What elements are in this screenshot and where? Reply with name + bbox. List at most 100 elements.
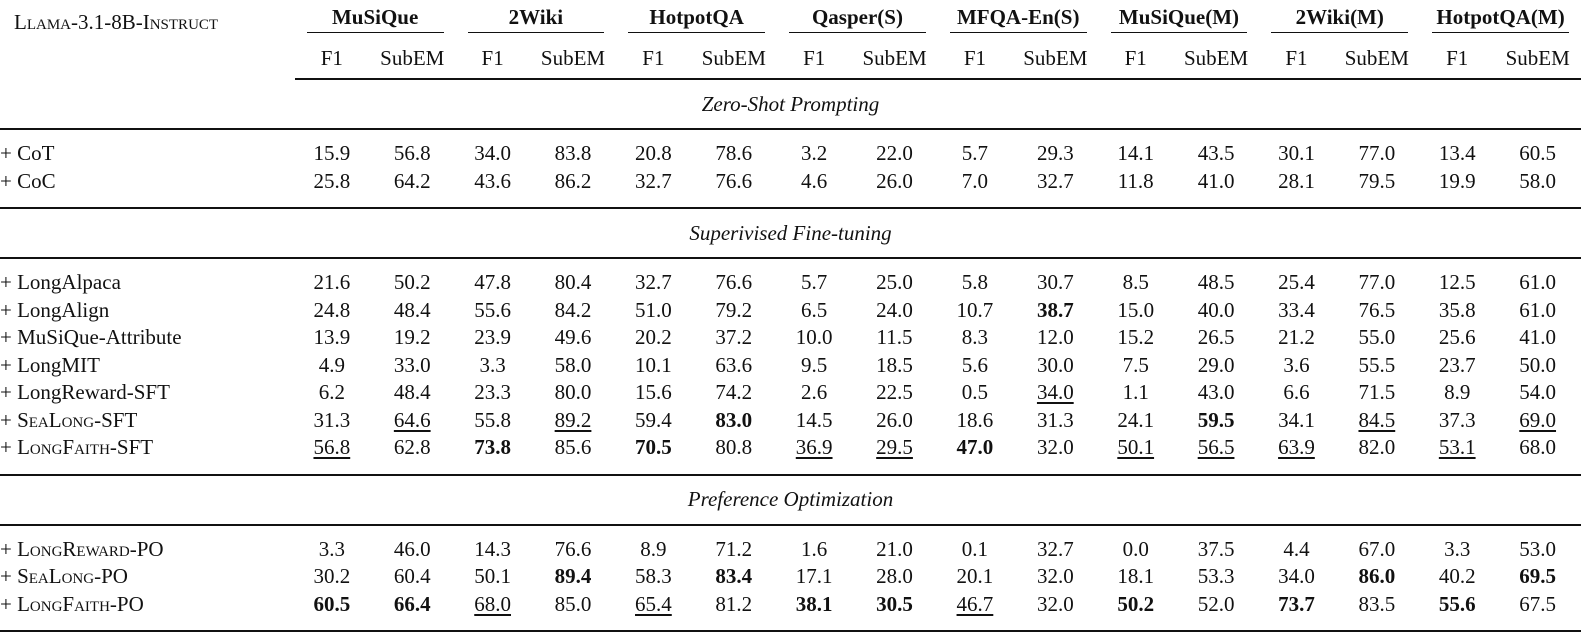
section-rule xyxy=(0,195,1581,209)
score-cell: 46.0 xyxy=(393,536,431,561)
score-cell: 34.0 xyxy=(1036,380,1074,405)
score-cell: 76.5 xyxy=(1358,297,1396,322)
score-cell: 62.8 xyxy=(393,435,431,460)
score-cell: 55.6 xyxy=(1438,591,1476,616)
score-cell: 21.6 xyxy=(313,270,351,295)
dataset-name: Qasper(S) xyxy=(811,5,903,29)
table-row: + LongAlign 24.8 48.4 55.6 84.2 51.0 79.2 6.5 24… xyxy=(0,297,1581,325)
score-cell: 47.8 xyxy=(474,270,511,295)
score-cell: 26.0 xyxy=(876,407,913,432)
dataset-rule xyxy=(467,32,605,33)
dataset-header: HotpotQA xyxy=(616,0,777,38)
score-cell: 28.0 xyxy=(876,564,913,589)
score-cell: 19.2 xyxy=(393,325,431,350)
metric-header: F1 xyxy=(937,38,1013,80)
score-cell: 3.3 xyxy=(1444,536,1471,561)
score-cell: 79.5 xyxy=(1358,168,1396,193)
score-cell: 32.7 xyxy=(635,270,672,295)
method-label: + LongAlpaca xyxy=(0,270,121,295)
score-cell: 15.2 xyxy=(1117,325,1155,350)
score-cell: 14.1 xyxy=(1117,141,1155,166)
score-cell: 58.0 xyxy=(1519,168,1557,193)
score-cell: 60.5 xyxy=(1519,141,1557,166)
score-cell: 23.9 xyxy=(474,325,511,350)
section-end-row xyxy=(0,195,1581,209)
score-cell: 55.8 xyxy=(474,407,511,432)
score-cell: 56.8 xyxy=(313,435,351,460)
dataset-name: MuSiQue(M) xyxy=(1118,5,1240,29)
score-cell: 0.5 xyxy=(961,380,989,405)
metric-header: SubEM xyxy=(1012,38,1099,80)
score-cell: 4.4 xyxy=(1283,536,1310,561)
score-cell: 18.6 xyxy=(956,407,994,432)
score-cell: 10.0 xyxy=(795,325,833,350)
score-cell: 48.4 xyxy=(393,297,431,322)
dataset-rule xyxy=(306,32,444,33)
score-cell: 47.0 xyxy=(956,435,994,460)
table-row: + LongReward-SFT 6.2 48.4 23.3 80.0 15.6 74.2 2… xyxy=(0,379,1581,407)
score-cell: 76.6 xyxy=(715,168,753,193)
dataset-name: HotpotQA xyxy=(649,5,744,29)
score-cell: 74.2 xyxy=(715,380,753,405)
score-cell: 32.7 xyxy=(1036,168,1074,193)
score-cell: 21.2 xyxy=(1278,325,1315,350)
score-cell: 53.3 xyxy=(1197,564,1235,589)
score-cell: 13.4 xyxy=(1438,141,1476,166)
score-cell: 30.1 xyxy=(1278,141,1315,166)
score-cell: 9.5 xyxy=(801,352,828,377)
score-cell: 53.1 xyxy=(1438,435,1476,460)
score-cell: 21.0 xyxy=(876,536,913,561)
score-cell: 38.1 xyxy=(795,591,833,616)
score-cell: 5.6 xyxy=(961,352,989,377)
score-cell: 55.5 xyxy=(1358,352,1396,377)
score-cell: 4.6 xyxy=(801,168,828,193)
metric-header: F1 xyxy=(1259,38,1334,80)
model-name: Llama-3.1-8B-Instruct xyxy=(14,10,219,34)
score-cell: 32.0 xyxy=(1036,435,1074,460)
score-cell: 31.3 xyxy=(1036,407,1074,432)
score-cell: 36.9 xyxy=(795,435,833,460)
score-cell: 20.8 xyxy=(635,141,672,166)
score-cell: 5.7 xyxy=(801,270,828,295)
score-cell: 82.0 xyxy=(1358,435,1396,460)
method-label: + LongAlign xyxy=(0,297,110,322)
score-cell: 12.0 xyxy=(1036,325,1074,350)
score-cell: 3.3 xyxy=(479,352,506,377)
score-cell: 24.8 xyxy=(313,297,351,322)
score-cell: 64.6 xyxy=(393,407,431,432)
score-cell: 34.0 xyxy=(474,141,511,166)
score-cell: 28.1 xyxy=(1278,168,1315,193)
score-cell: 73.7 xyxy=(1278,591,1315,616)
dataset-header: MuSiQue xyxy=(295,0,456,38)
score-cell: 25.8 xyxy=(313,168,351,193)
score-cell: 1.6 xyxy=(801,536,828,561)
spacer-row xyxy=(0,258,1581,269)
score-cell: 26.0 xyxy=(876,168,913,193)
score-cell: 76.6 xyxy=(715,270,753,295)
spacer xyxy=(0,258,1581,269)
score-cell: 7.0 xyxy=(961,168,989,193)
metric-header: F1 xyxy=(294,38,369,80)
score-cell: 34.0 xyxy=(1278,564,1315,589)
score-cell: 55.6 xyxy=(474,297,511,322)
score-cell: 23.3 xyxy=(474,380,511,405)
section-header-row: Preference Optimization xyxy=(0,474,1581,526)
method-label: + LongReward-PO xyxy=(0,536,164,561)
score-cell: 78.6 xyxy=(715,141,753,166)
table-row: + SeaLong-SFT 31.3 64.6 55.8 89.2 59.4 83.0 14.… xyxy=(0,407,1581,435)
dataset-name: 2Wiki(M) xyxy=(1295,5,1384,29)
score-cell: 24.1 xyxy=(1117,407,1155,432)
score-cell: 41.0 xyxy=(1519,325,1557,350)
score-cell: 19.9 xyxy=(1438,168,1476,193)
score-cell: 12.5 xyxy=(1438,270,1476,295)
table-row: + LongAlpaca 21.6 50.2 47.8 80.4 32.7 76.6 5.7 2… xyxy=(0,269,1581,297)
score-cell: 84.5 xyxy=(1358,407,1396,432)
score-cell: 1.1 xyxy=(1122,380,1149,405)
score-cell: 41.0 xyxy=(1197,168,1235,193)
score-cell: 71.5 xyxy=(1358,380,1396,405)
score-cell: 25.0 xyxy=(876,270,913,295)
score-cell: 14.5 xyxy=(795,407,833,432)
metric-header: F1 xyxy=(616,38,691,80)
score-cell: 43.6 xyxy=(474,168,511,193)
